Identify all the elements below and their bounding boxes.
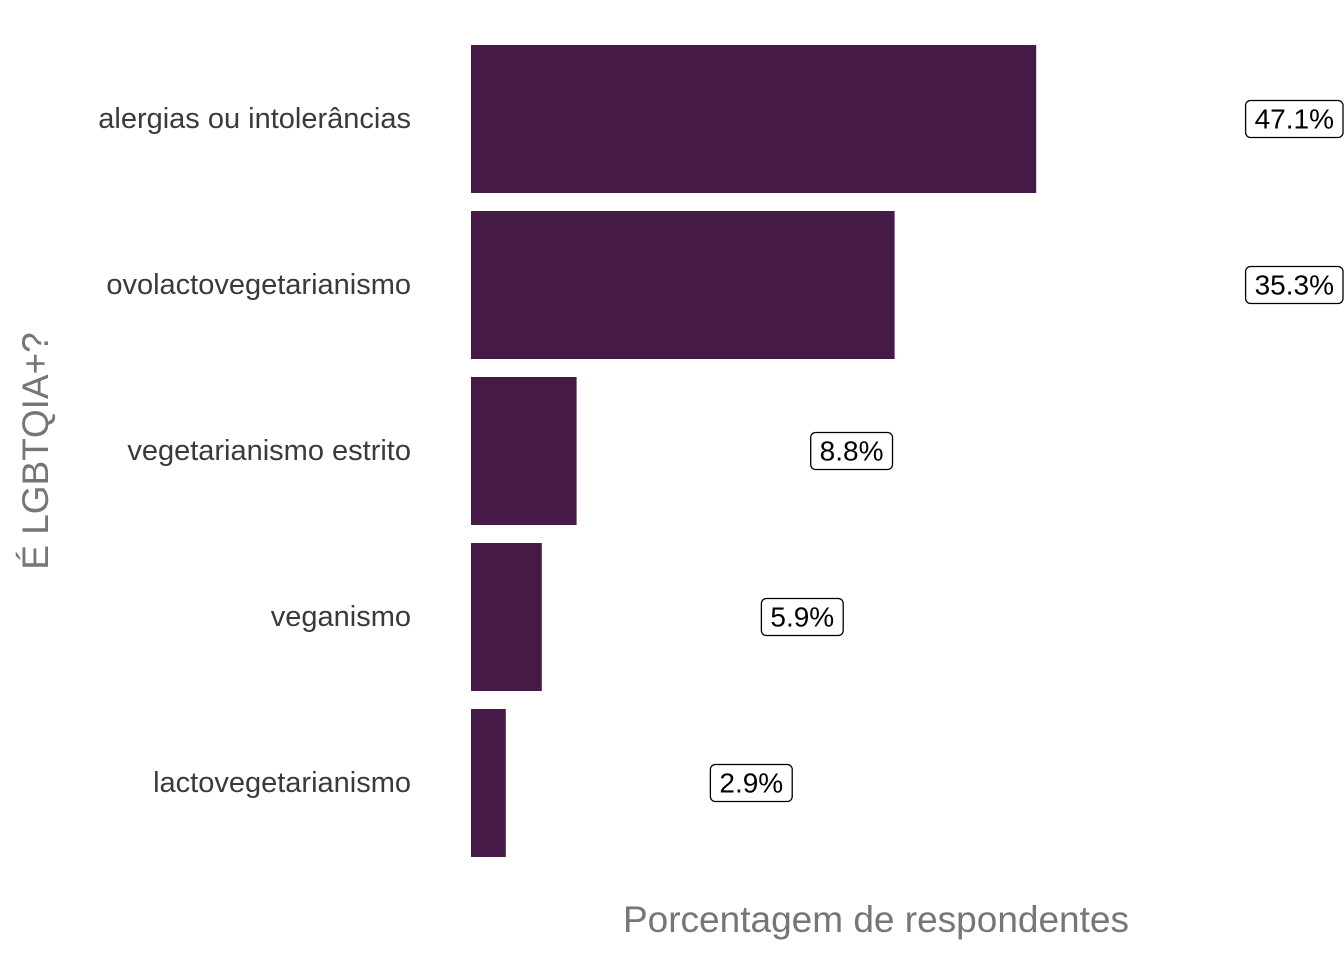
data-label-text: 47.1% <box>1255 104 1334 135</box>
data-label: 8.8% <box>810 431 894 471</box>
data-labels-group: 47.1% 35.3% 8.8% 5.9% 2.9% <box>709 99 1344 803</box>
bars-group <box>471 45 1037 857</box>
data-label: 2.9% <box>709 763 793 803</box>
data-label-box <box>1244 265 1344 305</box>
data-label-text: 5.9% <box>770 602 834 633</box>
data-label: 5.9% <box>760 597 844 637</box>
category-labels-group: alergias ou intolerâncias ovolactovegetar… <box>98 103 411 799</box>
bar <box>471 377 577 525</box>
x-axis-title: Porcentagem de respondentes <box>623 899 1129 940</box>
data-label-box <box>1244 99 1344 139</box>
data-label: 47.1% <box>1244 99 1344 139</box>
bar <box>471 45 1037 193</box>
category-label: lactovegetarianismo <box>153 767 411 799</box>
y-axis-title: É LGBTQIA+? <box>15 332 56 570</box>
data-label: 35.3% <box>1244 265 1344 305</box>
data-label-text: 2.9% <box>719 768 783 799</box>
bar <box>471 543 542 691</box>
data-label-box <box>810 431 894 471</box>
data-label-box <box>760 597 844 637</box>
bar <box>471 709 506 857</box>
category-label: veganismo <box>271 601 411 633</box>
category-label: vegetarianismo estrito <box>127 435 411 467</box>
category-label: alergias ou intolerâncias <box>98 103 411 135</box>
bar <box>471 211 895 359</box>
data-label-text: 35.3% <box>1255 270 1334 301</box>
data-label-box <box>709 763 793 803</box>
category-label: ovolactovegetarianismo <box>106 269 411 301</box>
data-label-text: 8.8% <box>820 436 884 467</box>
